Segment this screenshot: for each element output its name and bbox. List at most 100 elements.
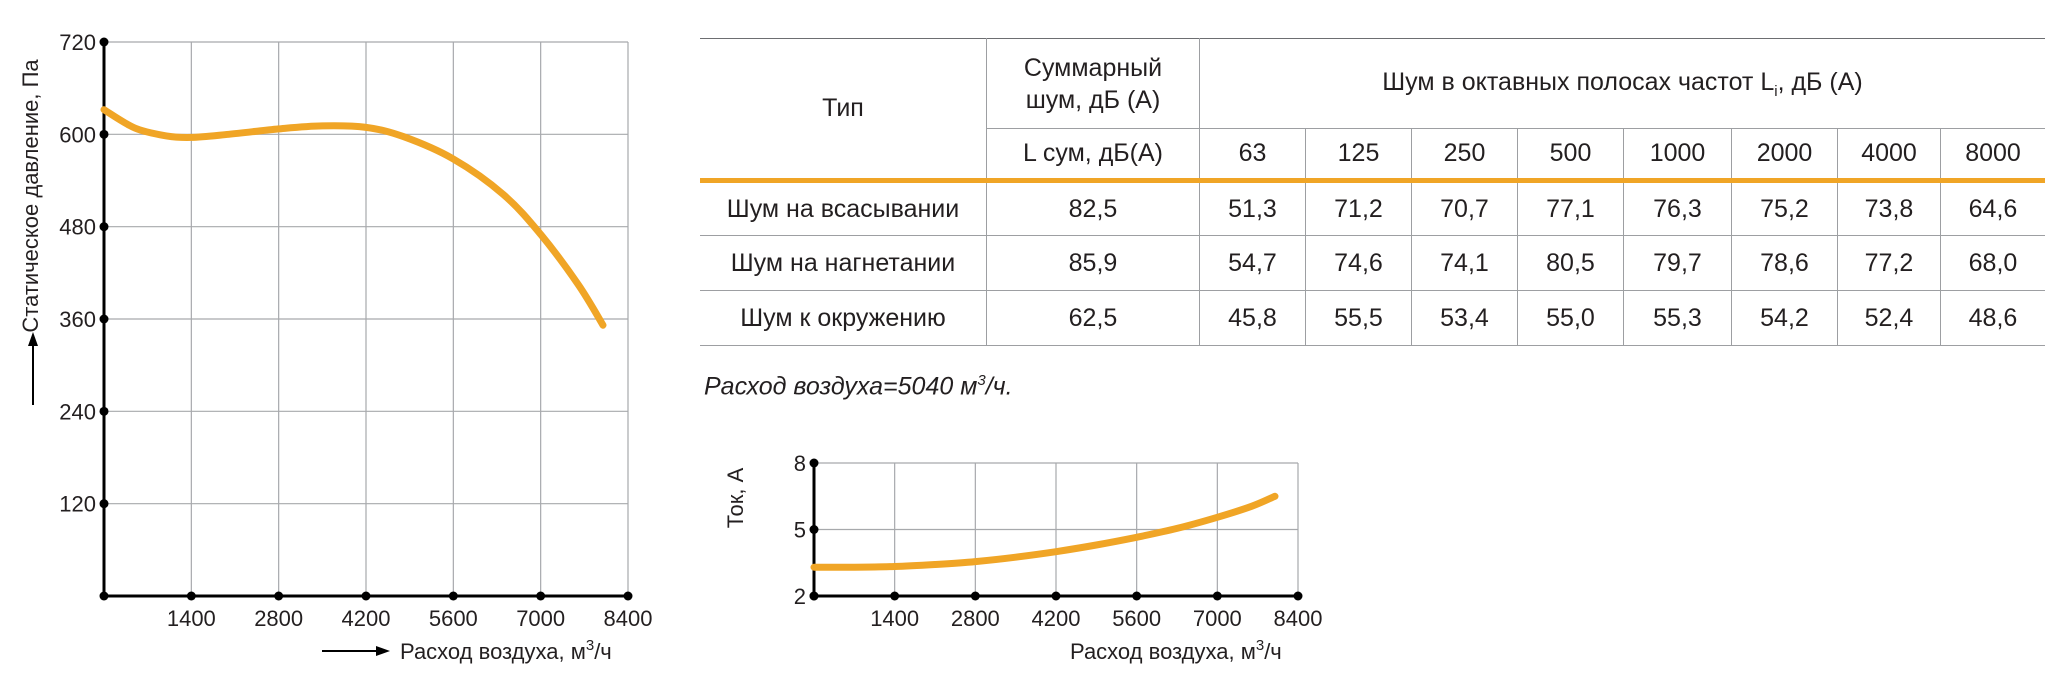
pressure-y-tick-dot bbox=[99, 129, 109, 139]
pressure-x-tick-label: 4200 bbox=[342, 606, 391, 631]
current-curve bbox=[810, 492, 1279, 571]
cell: 77,2 bbox=[1837, 235, 1941, 291]
current-x-tick-label: 8400 bbox=[1274, 606, 1323, 631]
current-origin-dot bbox=[809, 591, 819, 601]
table-row: Шум на нагнетании 85,9 54,7 74,6 74,1 80… bbox=[700, 235, 2045, 291]
current-x-ticks: 1400 2800 4200 5600 7000 8400 bbox=[870, 591, 1323, 631]
current-x-tick-label: 1400 bbox=[870, 606, 919, 631]
current-y-tick-dot bbox=[809, 525, 819, 534]
pressure-x-tick-label: 7000 bbox=[516, 606, 565, 631]
current-x-tick-dot bbox=[1293, 591, 1303, 601]
freq-4000: 4000 bbox=[1837, 128, 1941, 183]
cell: 55,3 bbox=[1623, 290, 1732, 346]
current-x-tick-label: 4200 bbox=[1032, 606, 1081, 631]
row-total: 85,9 bbox=[986, 235, 1200, 291]
cell: 45,8 bbox=[1199, 290, 1306, 346]
pressure-y-tick-dot bbox=[99, 37, 109, 47]
cell: 52,4 bbox=[1837, 290, 1941, 346]
cell: 76,3 bbox=[1623, 180, 1732, 236]
freq-8000: 8000 bbox=[1940, 128, 2045, 183]
freq-500: 500 bbox=[1517, 128, 1624, 183]
pressure-x-axis-label: Расход воздуха, м3/ч bbox=[400, 637, 612, 664]
lsum-header: L сум, дБ(А) bbox=[986, 128, 1200, 183]
current-x-tick-dot bbox=[1212, 591, 1222, 601]
cell: 64,6 bbox=[1940, 180, 2045, 236]
current-x-tick-dot bbox=[1051, 591, 1061, 601]
current-x-tick-dot bbox=[970, 591, 980, 601]
cell: 79,7 bbox=[1623, 235, 1732, 291]
pressure-x-axis-arrow bbox=[322, 646, 390, 656]
pressure-y-tick-label: 120 bbox=[59, 492, 96, 517]
pressure-y-tick-dot bbox=[99, 406, 109, 416]
pressure-x-tick-label: 1400 bbox=[167, 606, 216, 631]
pressure-y-tick-dot bbox=[99, 222, 109, 232]
pressure-y-axis-arrow bbox=[28, 332, 38, 405]
cell: 73,8 bbox=[1837, 180, 1941, 236]
cell: 68,0 bbox=[1940, 235, 2045, 291]
current-y-tick-label: 8 bbox=[794, 451, 806, 476]
row-label: Шум на нагнетании bbox=[700, 235, 987, 291]
cell: 77,1 bbox=[1517, 180, 1624, 236]
row-total: 82,5 bbox=[986, 180, 1200, 236]
pressure-x-tick-dot bbox=[623, 591, 633, 601]
pressure-y-tick-label: 480 bbox=[59, 215, 96, 240]
current-x-tick-label: 2800 bbox=[951, 606, 1000, 631]
octave-noise-header: Шум в октавных полосах частот Li, дБ (А) bbox=[1199, 38, 2045, 129]
cell: 51,3 bbox=[1199, 180, 1306, 236]
pressure-y-tick-label: 240 bbox=[59, 399, 96, 424]
current-x-axis-label: Расход воздуха, м3/ч bbox=[1070, 637, 1282, 664]
pressure-curve bbox=[100, 106, 607, 329]
cell: 71,2 bbox=[1305, 180, 1412, 236]
cell: 78,6 bbox=[1731, 235, 1838, 291]
table-row: Шум к окружению 62,5 45,8 55,5 53,4 55,0… bbox=[700, 290, 2045, 346]
current-grid bbox=[814, 462, 1299, 597]
pressure-y-tick-label: 360 bbox=[59, 307, 96, 332]
cell: 55,5 bbox=[1305, 290, 1412, 346]
table-subheader-row: L сум, дБ(А) 63 125 250 500 1000 2000 40… bbox=[700, 128, 2045, 183]
type-header: Тип bbox=[700, 38, 987, 183]
current-y-tick-dot bbox=[809, 591, 819, 601]
current-x-tick-label: 5600 bbox=[1112, 606, 1161, 631]
current-y-tick-dot bbox=[809, 458, 819, 468]
cell: 48,6 bbox=[1940, 290, 2045, 346]
pressure-x-tick-label: 5600 bbox=[429, 606, 478, 631]
current-axes bbox=[809, 463, 1298, 601]
pressure-y-tick-label: 600 bbox=[59, 122, 96, 147]
pressure-x-ticks: 1400 2800 4200 5600 7000 8400 bbox=[167, 591, 653, 631]
current-y-axis-label: Ток, А bbox=[723, 467, 748, 528]
cell: 74,6 bbox=[1305, 235, 1412, 291]
current-x-tick-dot bbox=[1132, 591, 1142, 601]
cell: 55,0 bbox=[1517, 290, 1624, 346]
pressure-x-tick-label: 2800 bbox=[254, 606, 303, 631]
pressure-x-tick-label: 8400 bbox=[604, 606, 653, 631]
cell: 54,2 bbox=[1731, 290, 1838, 346]
current-x-tick-label: 7000 bbox=[1193, 606, 1242, 631]
cell: 70,7 bbox=[1411, 180, 1518, 236]
pressure-y-ticks: 120 240 360 480 600 720 bbox=[59, 30, 109, 517]
cell: 75,2 bbox=[1731, 180, 1838, 236]
pressure-x-tick-dot bbox=[361, 591, 371, 601]
pressure-x-tick-dot bbox=[274, 591, 284, 601]
current-y-ticks: 2 5 8 bbox=[794, 451, 819, 609]
pressure-chart: 1400 2800 4200 5600 7000 8400 120 240 360 480 600… bbox=[18, 30, 653, 664]
pressure-x-tick-dot bbox=[186, 591, 196, 601]
pressure-x-tick-dot bbox=[536, 591, 546, 601]
table-header-row: Тип Суммарный шум, дБ (А) Шум в октавных… bbox=[700, 38, 2045, 183]
cell: 80,5 bbox=[1517, 235, 1624, 291]
table-row: Шум на всасывании 82,5 51,3 71,2 70,7 77… bbox=[700, 180, 2045, 236]
pressure-y-tick-dot bbox=[99, 314, 109, 324]
freq-250: 250 bbox=[1411, 128, 1518, 183]
row-label: Шум на всасывании bbox=[700, 180, 987, 236]
current-y-tick-label: 2 bbox=[794, 584, 806, 609]
pressure-y-tick-label: 720 bbox=[59, 30, 96, 55]
cell: 74,1 bbox=[1411, 235, 1518, 291]
pressure-x-tick-dot bbox=[448, 591, 458, 601]
row-total: 62,5 bbox=[986, 290, 1200, 346]
freq-1000: 1000 bbox=[1623, 128, 1732, 183]
freq-2000: 2000 bbox=[1731, 128, 1838, 183]
pressure-origin-dot bbox=[99, 591, 109, 601]
row-label: Шум к окружению bbox=[700, 290, 987, 346]
freq-63: 63 bbox=[1199, 128, 1306, 183]
current-x-tick-dot bbox=[890, 591, 900, 601]
freq-125: 125 bbox=[1305, 128, 1412, 183]
